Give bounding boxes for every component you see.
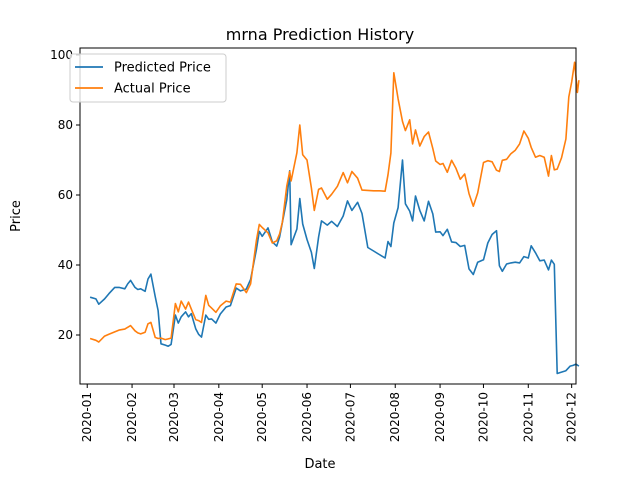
x-tick-label: 2020-10 (476, 392, 490, 442)
x-tick-label: 2020-06 (300, 392, 314, 442)
y-tick-label: 40 (58, 258, 73, 272)
chart-title: mrna Prediction History (226, 25, 414, 44)
x-tick-label: 2020-01 (80, 392, 94, 442)
plot-lines (89, 61, 580, 375)
legend: Predicted Price Actual Price (69, 53, 227, 103)
x-tick-label: 2020-04 (212, 392, 226, 442)
x-tick-label: 2020-12 (565, 392, 579, 442)
legend-label-2: Actual Price (114, 82, 191, 97)
series-line-2 (89, 61, 580, 343)
y-tick-label: 100 (50, 48, 73, 62)
series-line-1 (89, 159, 580, 375)
x-tick-label: 2020-03 (167, 392, 181, 442)
legend-box (69, 53, 227, 103)
x-axis-label: Date (304, 457, 335, 472)
x-tick-label: 2020-02 (125, 392, 139, 442)
axes: 2020-01 2020-02 2020-03 2020-04 2020-05 2020-… (50, 48, 579, 442)
y-tick-label: 60 (58, 188, 73, 202)
x-tick-label: 2020-07 (343, 392, 357, 442)
x-tick-label: 2020-05 (255, 392, 269, 442)
y-axis-label: Price (9, 200, 24, 232)
plot-frame (79, 47, 577, 385)
y-tick-label: 80 (58, 118, 73, 132)
y-tick-label: 20 (58, 328, 73, 342)
x-tick-label: 2020-11 (521, 392, 535, 442)
x-tick-label: 2020-08 (388, 392, 402, 442)
x-tick-label: 2020-09 (433, 392, 447, 442)
legend-label-1: Predicted Price (114, 61, 211, 76)
